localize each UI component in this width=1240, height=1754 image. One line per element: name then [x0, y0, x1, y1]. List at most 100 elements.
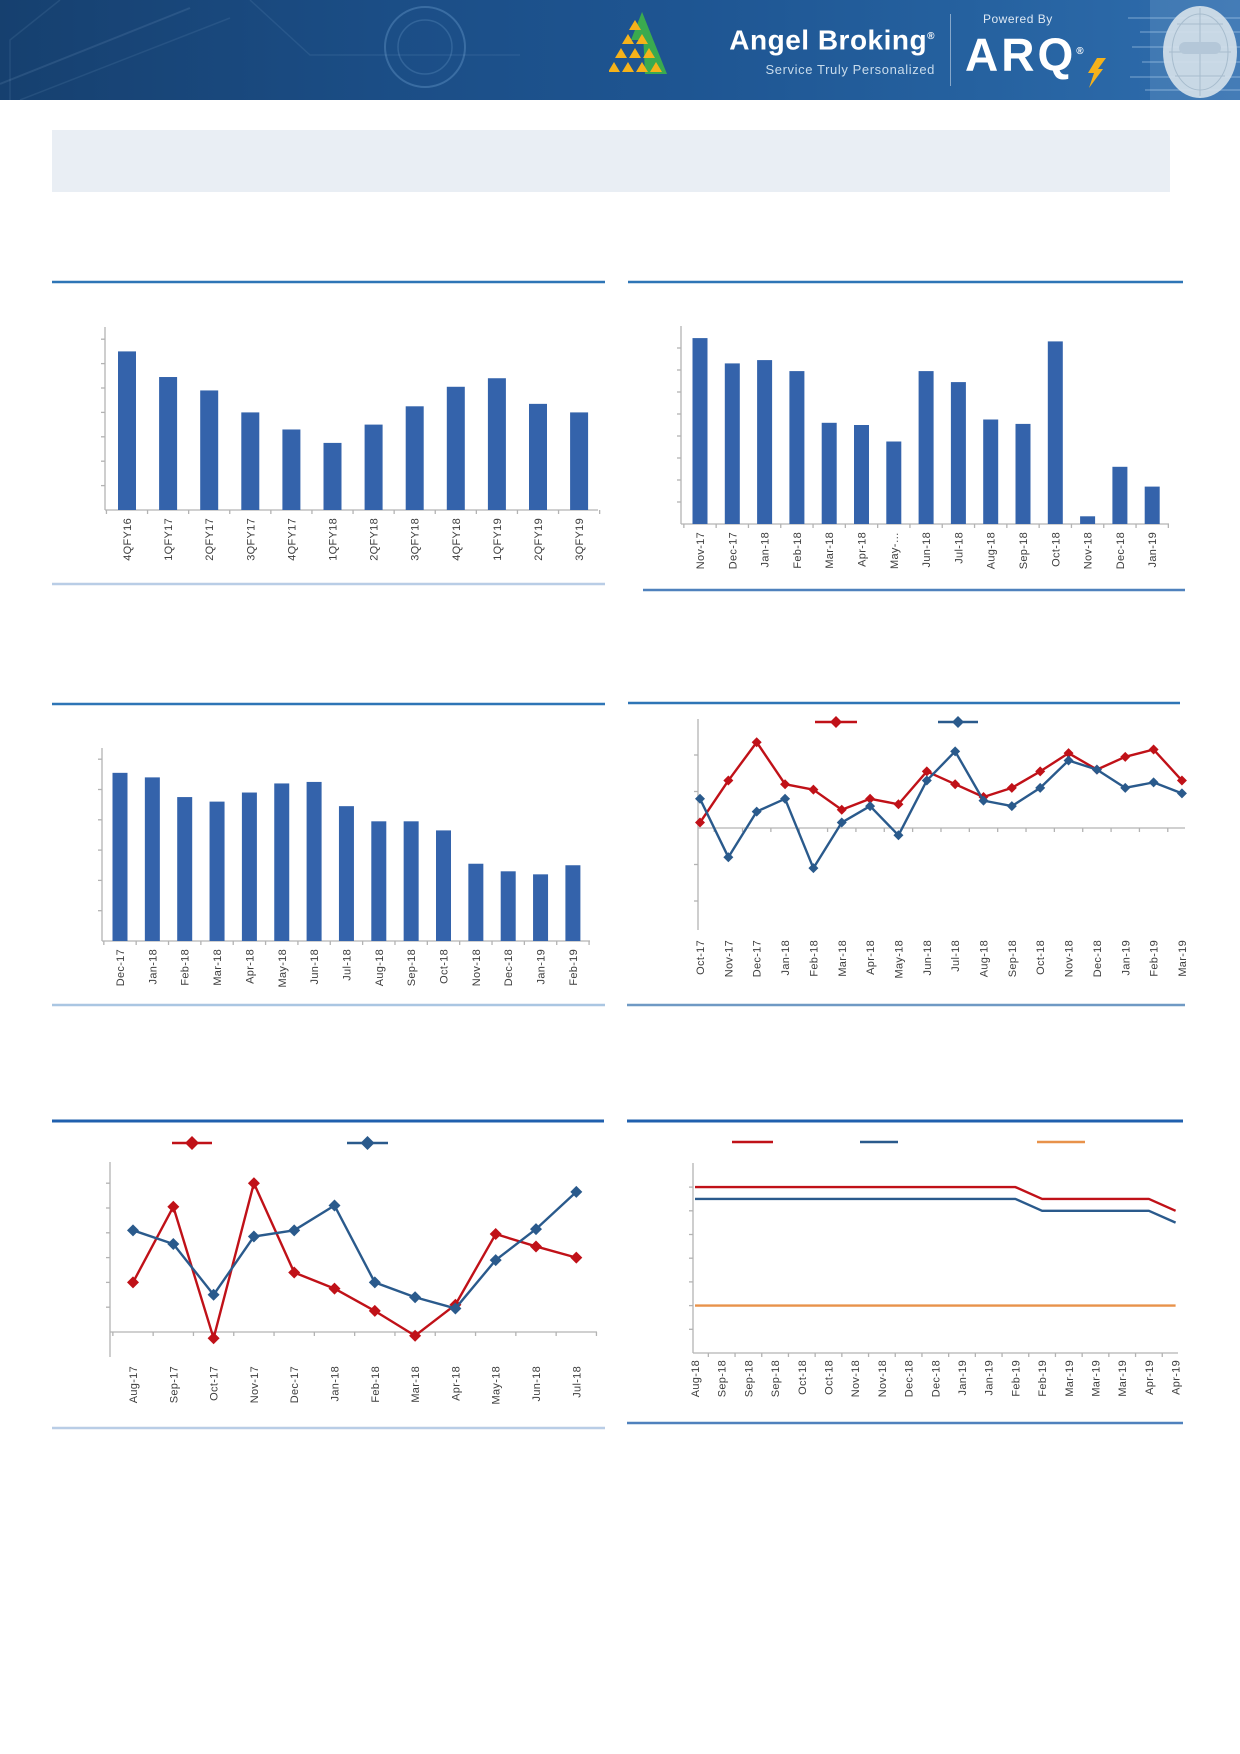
svg-text:Jan-19: Jan-19 [957, 1360, 969, 1395]
svg-text:Oct-18: Oct-18 [1035, 940, 1047, 975]
svg-text:Apr-18: Apr-18 [244, 949, 256, 984]
svg-text:Mar-18: Mar-18 [410, 1366, 422, 1403]
svg-text:Jan-19: Jan-19 [536, 949, 548, 984]
chart-monthly-bar-a: Nov-17 Dec-17 Jan-18 Feb-18 Mar-18 Apr-18 May-… [628, 280, 1185, 592]
chart-monthly-bar-b: Dec-17 Jan-18 Feb-18 Mar-18 Apr-18 May-18 Jun-… [52, 702, 605, 1007]
svg-text:Aug-18: Aug-18 [690, 1360, 702, 1397]
svg-text:2QFY17: 2QFY17 [204, 518, 216, 561]
svg-text:Sep-18: Sep-18 [717, 1360, 729, 1397]
svg-text:Jan-19: Jan-19 [1147, 532, 1159, 567]
svg-text:May-18: May-18 [277, 949, 289, 987]
lightning-bolt-icon [1088, 58, 1106, 88]
svg-text:Sep-18: Sep-18 [770, 1360, 782, 1397]
svg-text:Jan-18: Jan-18 [760, 532, 772, 567]
svg-text:Jun-18: Jun-18 [531, 1366, 543, 1401]
svg-text:Jan-19: Jan-19 [1120, 940, 1132, 975]
svg-text:Jan-18: Jan-18 [330, 1366, 342, 1401]
svg-text:Oct-17: Oct-17 [695, 940, 707, 975]
svg-text:Feb-18: Feb-18 [808, 940, 820, 977]
svg-text:Oct-18: Oct-18 [1050, 532, 1062, 567]
svg-text:Mar-19: Mar-19 [1091, 1360, 1103, 1397]
svg-text:Apr-18: Apr-18 [857, 532, 869, 567]
svg-text:Feb-19: Feb-19 [1010, 1360, 1022, 1397]
svg-text:Apr-18: Apr-18 [450, 1366, 462, 1401]
svg-text:Sep-17: Sep-17 [168, 1366, 180, 1403]
svg-text:May-18: May-18 [491, 1366, 503, 1404]
svg-text:Feb-18: Feb-18 [180, 949, 192, 986]
svg-text:Aug-17: Aug-17 [128, 1366, 140, 1403]
svg-text:Jul-18: Jul-18 [950, 940, 962, 972]
svg-text:Dec-18: Dec-18 [1115, 532, 1127, 569]
svg-text:Dec-17: Dec-17 [289, 1366, 301, 1403]
svg-text:2QFY19: 2QFY19 [533, 518, 545, 561]
arq-logo: Powered By ARQ® [965, 12, 1135, 88]
svg-text:Dec-18: Dec-18 [1092, 940, 1104, 977]
svg-text:Dec-17: Dec-17 [752, 940, 764, 977]
svg-text:Nov-18: Nov-18 [1064, 940, 1076, 977]
svg-text:Jul-18: Jul-18 [571, 1366, 583, 1398]
svg-text:Jan-18: Jan-18 [147, 949, 159, 984]
brand-text: Angel Broking® Service Truly Personalize… [677, 8, 935, 78]
svg-text:Jul-18: Jul-18 [341, 949, 353, 981]
svg-text:Feb-19: Feb-19 [568, 949, 580, 986]
registered-mark: ® [927, 31, 935, 42]
svg-text:Mar-18: Mar-18 [212, 949, 224, 986]
svg-text:Mar-19: Mar-19 [1117, 1360, 1129, 1397]
svg-text:4QFY17: 4QFY17 [286, 518, 298, 561]
svg-text:Dec-18: Dec-18 [930, 1360, 942, 1397]
angel-broking-logo-icon [609, 12, 667, 74]
svg-text:1QFY17: 1QFY17 [163, 518, 175, 561]
svg-text:Jun-18: Jun-18 [922, 940, 934, 975]
svg-text:Jan-18: Jan-18 [780, 940, 792, 975]
svg-text:May-18: May-18 [893, 940, 905, 978]
svg-text:Jun-18: Jun-18 [921, 532, 933, 567]
svg-text:3QFY18: 3QFY18 [410, 518, 422, 561]
svg-text:Feb-18: Feb-18 [370, 1366, 382, 1403]
page-header: Angel Broking® Service Truly Personalize… [0, 0, 1240, 100]
svg-text:Nov-18: Nov-18 [471, 949, 483, 986]
robot-head-image [1163, 6, 1237, 98]
arq-wordmark: ARQ® [965, 28, 1135, 88]
svg-text:Apr-19: Apr-19 [1144, 1360, 1156, 1395]
svg-text:Sep-18: Sep-18 [406, 949, 418, 986]
svg-text:Oct-17: Oct-17 [209, 1366, 221, 1401]
brand-name: Angel Broking® [729, 24, 935, 56]
svg-text:Nov-18: Nov-18 [1083, 532, 1095, 569]
svg-text:Nov-18: Nov-18 [850, 1360, 862, 1397]
svg-text:Sep-18: Sep-18 [1018, 532, 1030, 569]
svg-text:Mar-18: Mar-18 [824, 532, 836, 569]
svg-text:Dec-17: Dec-17 [115, 949, 127, 986]
svg-text:Nov-17: Nov-17 [249, 1366, 261, 1403]
svg-text:Feb-18: Feb-18 [792, 532, 804, 569]
svg-text:3QFY17: 3QFY17 [245, 518, 257, 561]
registered-mark: ® [1076, 46, 1084, 57]
svg-text:Aug-18: Aug-18 [986, 532, 998, 569]
svg-text:Mar-18: Mar-18 [837, 940, 849, 977]
svg-text:May-…: May-… [889, 532, 901, 569]
svg-text:Dec-17: Dec-17 [727, 532, 739, 569]
chart-quarterly-results-bar: 4QFY16 1QFY17 2QFY17 3QFY17 4QFY17 1QFY18 2QFY… [52, 280, 605, 586]
chart-dual-line-b: Aug-17 Sep-17 Oct-17 Nov-17 Dec-17 Jan-18 Feb-… [52, 1119, 605, 1430]
svg-text:Nov-18: Nov-18 [877, 1360, 889, 1397]
chart-step-lines: Aug-18 Sep-18 Sep-18 Sep-18 Oct-18 Oct-18 Nov-… [627, 1119, 1183, 1425]
header-divider [950, 14, 951, 86]
svg-text:Mar-19: Mar-19 [1064, 1360, 1076, 1397]
svg-text:Apr-19: Apr-19 [1171, 1360, 1183, 1395]
svg-text:Nov-17: Nov-17 [695, 532, 707, 569]
brand-tagline: Service Truly Personalized [765, 62, 935, 78]
svg-text:3QFY19: 3QFY19 [574, 518, 586, 561]
svg-text:Dec-18: Dec-18 [904, 1360, 916, 1397]
svg-text:1QFY19: 1QFY19 [492, 518, 504, 561]
svg-text:Apr-18: Apr-18 [865, 940, 877, 975]
svg-text:Oct-18: Oct-18 [824, 1360, 836, 1395]
svg-text:2QFY18: 2QFY18 [369, 518, 381, 561]
svg-text:Jun-18: Jun-18 [309, 949, 321, 984]
title-banner [52, 130, 1170, 192]
svg-text:Mar-19: Mar-19 [1177, 940, 1189, 977]
svg-text:Sep-18: Sep-18 [1007, 940, 1019, 977]
svg-text:Jul-18: Jul-18 [953, 532, 965, 564]
svg-text:Sep-18: Sep-18 [743, 1360, 755, 1397]
svg-text:4QFY16: 4QFY16 [122, 518, 134, 561]
svg-text:Oct-18: Oct-18 [439, 949, 451, 984]
